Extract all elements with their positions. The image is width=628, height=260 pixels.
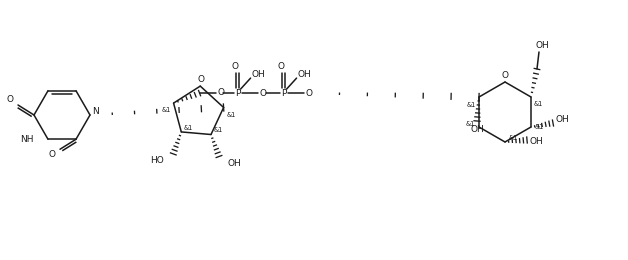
Text: O: O [198, 75, 205, 84]
Text: &1: &1 [534, 101, 543, 107]
Text: &1: &1 [214, 127, 223, 133]
Text: N: N [92, 107, 99, 115]
Text: &1: &1 [183, 125, 193, 131]
Text: P: P [235, 89, 241, 98]
Text: P: P [281, 89, 286, 98]
Text: &1: &1 [161, 107, 171, 113]
Text: &1: &1 [467, 102, 476, 108]
Text: OH: OH [470, 125, 484, 133]
Text: &1: &1 [509, 135, 518, 141]
Text: O: O [502, 70, 509, 80]
Text: OH: OH [555, 114, 569, 124]
Text: O: O [259, 89, 266, 98]
Text: O: O [231, 62, 238, 71]
Text: O: O [48, 150, 55, 159]
Text: OH: OH [228, 159, 242, 168]
Text: OH: OH [252, 70, 266, 79]
Text: OH: OH [298, 70, 311, 79]
Text: &1: &1 [535, 124, 544, 130]
Text: NH: NH [21, 135, 34, 144]
Text: O: O [305, 89, 312, 98]
Text: OH: OH [529, 136, 543, 146]
Text: O: O [217, 88, 224, 97]
Text: &1: &1 [466, 121, 475, 127]
Text: HO: HO [151, 157, 165, 165]
Text: O: O [277, 62, 284, 71]
Text: OH: OH [535, 41, 549, 49]
Text: O: O [6, 95, 13, 105]
Text: &1: &1 [227, 113, 236, 119]
